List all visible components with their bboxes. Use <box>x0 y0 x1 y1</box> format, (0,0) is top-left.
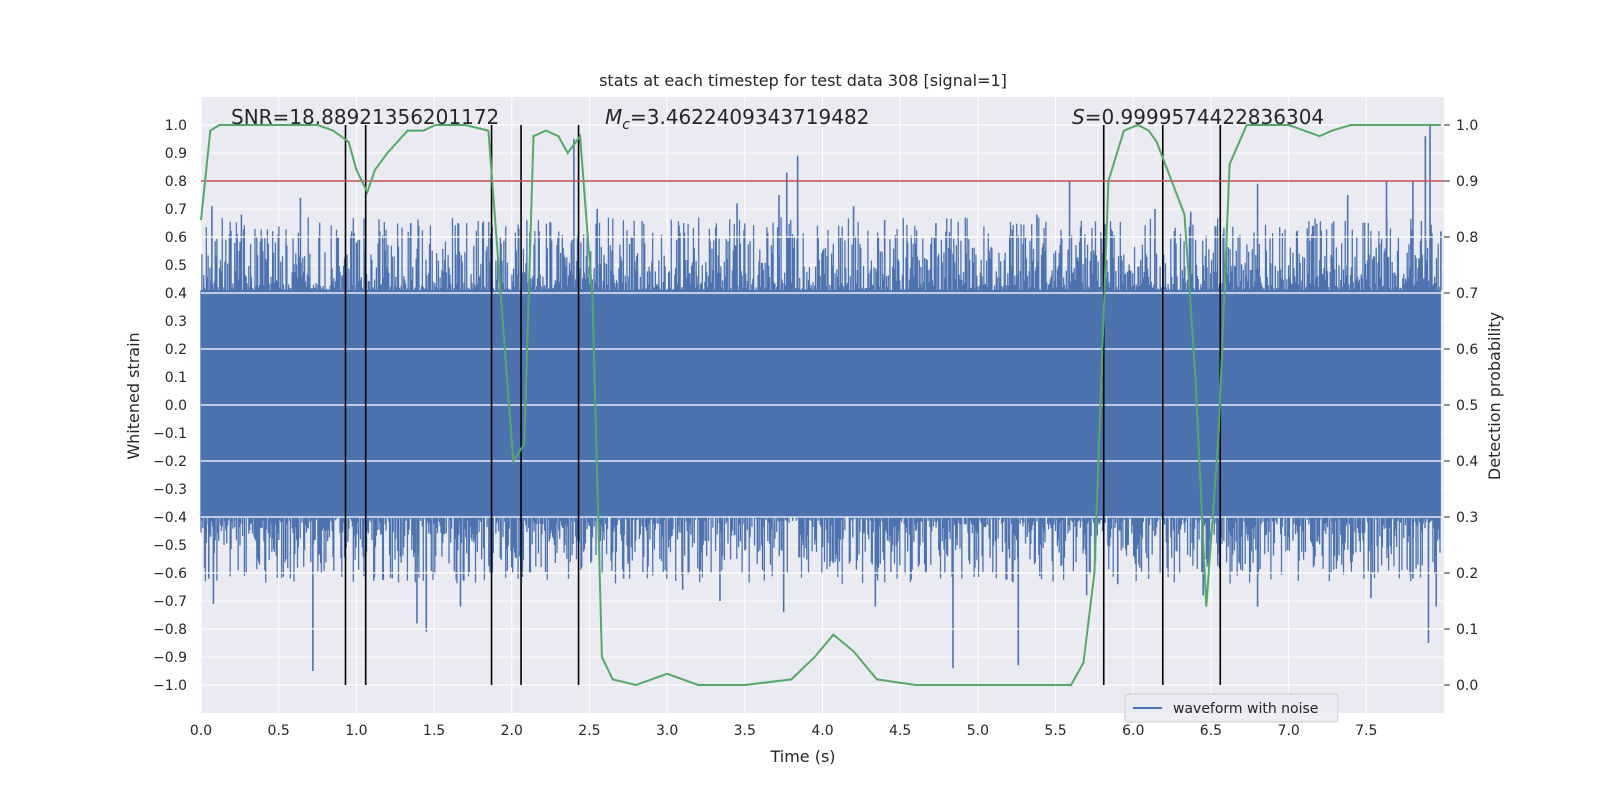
y-axis-ticks: −1.0 −0.9 −0.8 −0.7 −0.6 −0.5 −0.4 −0.3 −0.2 −0.1… <box>153 118 187 694</box>
y-tick-label: 0.3 <box>165 314 187 330</box>
score-symbol: S <box>1072 105 1085 129</box>
y-tick-label: 1.0 <box>165 118 187 134</box>
legend-label: waveform with noise <box>1173 701 1318 717</box>
y2-tick-label: 0.1 <box>1456 622 1478 638</box>
x-tick-label: 4.5 <box>889 723 911 739</box>
x-tick-label: 1.0 <box>345 723 367 739</box>
y2-tick-label: 0.0 <box>1456 678 1478 694</box>
y2-tick-label: 0.5 <box>1456 398 1478 414</box>
legend: waveform with noise <box>1124 693 1339 723</box>
waveform-series <box>200 124 1444 686</box>
y2-axis-ticks: 0.0 0.1 0.2 0.3 0.4 0.5 0.6 0.7 0.8 0.9 1.0 <box>1444 118 1478 694</box>
x-tick-label: 3.5 <box>734 723 756 739</box>
x-tick-label: 5.5 <box>1044 723 1066 739</box>
y-tick-label: −0.7 <box>153 594 187 610</box>
x-tick-label: 5.0 <box>967 723 989 739</box>
y-tick-label: −0.8 <box>153 622 187 638</box>
chirp-mass-symbol: M <box>605 105 622 129</box>
y-tick-label: 0.4 <box>165 286 187 302</box>
y2-tick-label: 1.0 <box>1456 118 1478 134</box>
y2-tick-label: 0.6 <box>1456 342 1478 358</box>
chirp-mass-subscript: c <box>622 117 630 133</box>
x-axis-label: Time (s) <box>769 747 835 766</box>
detection-probability-line <box>200 123 1441 687</box>
x-tick-label: 1.5 <box>423 723 445 739</box>
x-tick-label: 7.0 <box>1277 723 1299 739</box>
x-tick-label: 7.5 <box>1355 723 1377 739</box>
y-tick-label: −0.2 <box>153 454 187 470</box>
y2-tick-label: 0.2 <box>1456 566 1478 582</box>
y-tick-label: 0.7 <box>165 202 187 218</box>
y-tick-label: 0.6 <box>165 230 187 246</box>
y2-axis-label: Detection probability <box>1485 312 1504 480</box>
x-tick-label: 0.0 <box>190 723 212 739</box>
y-tick-label: −0.9 <box>153 650 187 666</box>
y2-tick-label: 0.4 <box>1456 454 1478 470</box>
y2-tick-label: 0.7 <box>1456 286 1478 302</box>
y-tick-label: 0.8 <box>165 174 187 190</box>
y-tick-label: −1.0 <box>153 678 187 694</box>
y-tick-label: −0.4 <box>153 510 187 526</box>
score-annotation: S=0.9999574422836304 <box>1072 105 1324 129</box>
y-tick-label: 0.0 <box>165 398 187 414</box>
y-tick-label: 0.1 <box>165 370 187 386</box>
y-tick-label: 0.5 <box>165 258 187 274</box>
y2-tick-label: 0.3 <box>1456 510 1478 526</box>
y-tick-label: −0.6 <box>153 566 187 582</box>
x-tick-label: 2.5 <box>578 723 600 739</box>
y-tick-label: 0.2 <box>165 342 187 358</box>
chirp-mass-value: =3.4622409343719482 <box>630 105 869 129</box>
x-tick-label: 0.5 <box>268 723 290 739</box>
x-tick-label: 6.0 <box>1122 723 1144 739</box>
x-tick-label: 2.0 <box>501 723 523 739</box>
chart-title: stats at each timestep for test data 308… <box>599 71 1007 90</box>
legend-box <box>1124 693 1339 723</box>
y2-tick-label: 0.8 <box>1456 230 1478 246</box>
y-tick-label: −0.5 <box>153 538 187 554</box>
y-tick-label: −0.1 <box>153 426 187 442</box>
x-tick-label: 6.5 <box>1200 723 1222 739</box>
y-axis-label: Whitened strain <box>124 332 143 459</box>
y2-tick-label: 0.9 <box>1456 174 1478 190</box>
x-tick-label: 4.0 <box>811 723 833 739</box>
x-axis-ticks: 0.0 0.5 1.0 1.5 2.0 2.5 3.0 3.5 4.0 4.5 5.0 5.5 6.0 6… <box>190 723 1378 739</box>
y-tick-label: 0.9 <box>165 146 187 162</box>
snr-annotation: SNR=18.88921356201172 <box>231 105 499 129</box>
x-tick-label: 3.0 <box>656 723 678 739</box>
chirp-mass-annotation: Mc=3.4622409343719482 <box>605 105 869 133</box>
score-value: =0.9999574422836304 <box>1085 105 1324 129</box>
y-tick-label: −0.3 <box>153 482 187 498</box>
